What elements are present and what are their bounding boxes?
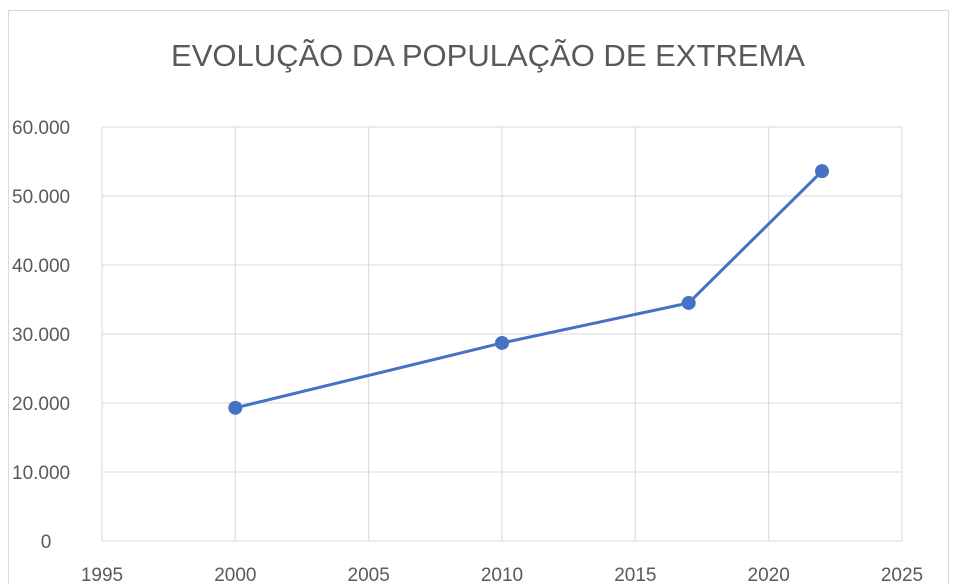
marker xyxy=(495,335,509,350)
x-tick-label: 2005 xyxy=(348,565,390,584)
x-tick-label: 2010 xyxy=(481,565,523,584)
marker xyxy=(681,295,696,310)
marker xyxy=(228,400,243,415)
y-tick-label: 0 xyxy=(41,532,52,553)
marker xyxy=(815,164,829,179)
x-tick-label: 2015 xyxy=(614,565,656,584)
x-tick-label: 2020 xyxy=(748,565,790,584)
x-tick-label: 2000 xyxy=(214,565,256,584)
y-tick-label: 30.000 xyxy=(12,325,70,346)
y-tick-label: 60.000 xyxy=(12,118,70,139)
y-tick-label: 40.000 xyxy=(12,256,70,277)
x-tick-label: 1995 xyxy=(81,565,123,584)
line xyxy=(234,170,824,410)
y-tick-label: 20.000 xyxy=(12,394,70,415)
chart-frame xyxy=(8,10,949,584)
x-tick-label: 2025 xyxy=(881,565,923,584)
y-tick-label: 10.000 xyxy=(12,463,70,484)
y-tick-label: 50.000 xyxy=(12,187,70,208)
chart-title: EVOLUÇÃO DA POPULAÇÃO DE EXTREMA xyxy=(171,38,805,73)
